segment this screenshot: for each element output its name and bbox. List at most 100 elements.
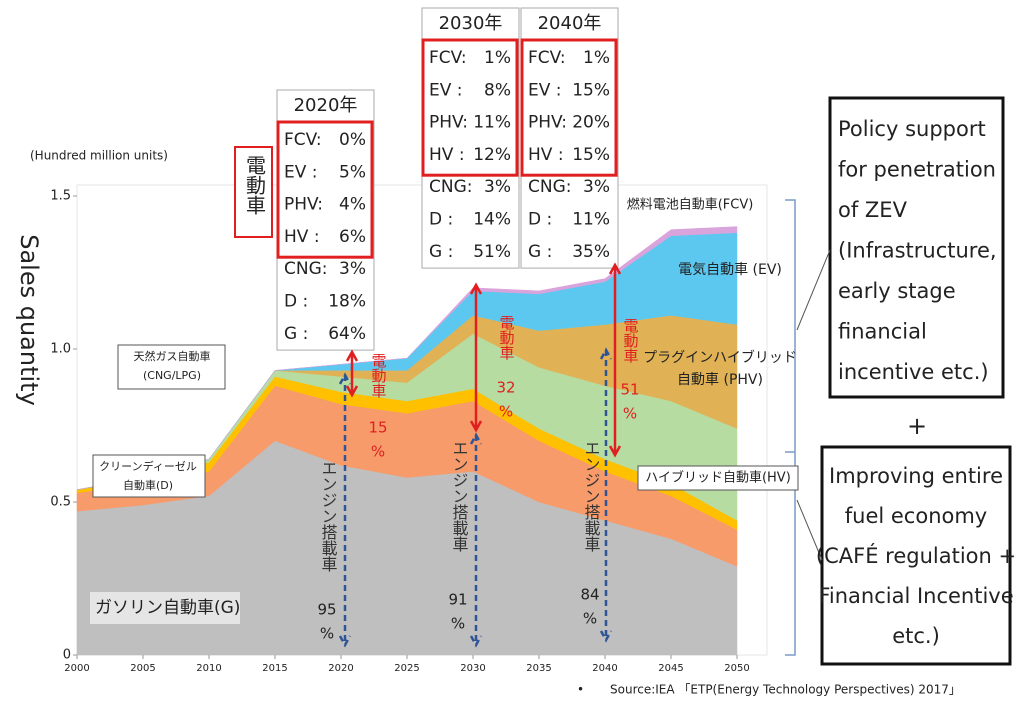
panel-value: 6%	[339, 227, 366, 247]
x-tick-label: 2050	[724, 663, 749, 674]
panel-value: 14%	[473, 210, 511, 230]
y-tick-label: 0.5	[50, 495, 71, 510]
engine-share-label: エンジン搭載車	[582, 440, 601, 552]
panel-key: D :	[429, 210, 453, 230]
panel-value: 3%	[583, 177, 610, 197]
panel-highlight	[276, 120, 374, 259]
bracket	[785, 199, 796, 656]
engine-share: 91	[448, 591, 467, 609]
ev-share: 51	[620, 381, 639, 399]
panel-key: FCV:	[284, 130, 322, 150]
series-label: 自動車(D)	[123, 478, 173, 492]
panel-key: HV :	[284, 227, 320, 247]
x-tick-label: 2040	[592, 663, 617, 674]
panel-key: PHV:	[284, 195, 323, 215]
policy-text: incentive etc.)	[838, 360, 989, 384]
series-label: 燃料電池自動車(FCV)	[627, 197, 754, 213]
x-tick-label: 2030	[460, 663, 485, 674]
ev-tag-box	[234, 146, 273, 238]
ev-share-label: 電動車	[622, 318, 640, 363]
x-tick-label: 2025	[394, 663, 419, 674]
ev-arrow	[345, 349, 359, 398]
x-tick-label: 2000	[64, 663, 89, 674]
panel-value: 35%	[572, 242, 610, 262]
ev-share-unit: %	[623, 405, 637, 423]
x-tick-label: 2020	[328, 663, 353, 674]
unit-label: (Hundred million units)	[30, 149, 168, 163]
panel-value: 15%	[572, 80, 610, 100]
ev-share-label: 電動車	[498, 315, 516, 360]
panel-value: 64%	[328, 324, 366, 344]
panel-key: G :	[284, 324, 308, 344]
panel-title: 2040年	[538, 13, 602, 34]
engine-arrow	[469, 432, 483, 648]
policy-box	[828, 96, 1005, 399]
panel-key: G :	[429, 242, 453, 262]
series-label: (CNG/LPG)	[143, 369, 201, 382]
panel-key: EV :	[528, 80, 562, 100]
ev-arrow	[608, 262, 622, 458]
panel-key: G :	[528, 242, 552, 262]
panel-value: 20%	[572, 113, 610, 133]
label-box	[117, 344, 226, 390]
engine-share: 95	[317, 601, 336, 619]
connector	[796, 249, 831, 561]
engine-arrow	[599, 347, 613, 643]
panel-key: CNG:	[528, 177, 572, 197]
panel-value: 51%	[473, 242, 511, 262]
policy-text: (Infrastructure,	[838, 239, 997, 263]
engine-share-label: エンジン搭載車	[450, 440, 469, 552]
ev-share-unit: %	[371, 443, 385, 461]
panel-value: 0%	[339, 130, 366, 150]
economy-text: fuel economy	[845, 504, 988, 528]
panel-title: 2030年	[439, 13, 503, 34]
y-tick-label: 0	[63, 648, 71, 663]
series-label: 自動車 (PHV)	[677, 371, 763, 388]
ev-tag: 電動車	[243, 155, 267, 215]
panel-key: HV :	[429, 145, 465, 165]
y-tick-label: 1.5	[50, 189, 71, 204]
panel-highlight	[520, 38, 618, 177]
panel-value: 1%	[583, 48, 610, 68]
panel-value: 18%	[328, 292, 366, 312]
label-box	[90, 592, 240, 624]
panel-key: FCV:	[429, 48, 467, 68]
series-label: ガソリン自動車(G)	[95, 598, 240, 618]
panel-value: 11%	[473, 113, 511, 133]
ev-share: 32	[496, 379, 515, 397]
engine-arrow	[338, 372, 352, 648]
area	[76, 226, 738, 491]
economy-text: Financial Incentive	[818, 584, 1013, 608]
panel-box	[520, 7, 619, 269]
series-label: プラグインハイブリッド	[643, 349, 797, 366]
panel-value: 5%	[339, 162, 366, 182]
x-tick-label: 2035	[526, 663, 551, 674]
x-tick-label: 2010	[196, 663, 221, 674]
engine-share-label: エンジン搭載車	[319, 460, 338, 572]
panel-key: D :	[528, 210, 552, 230]
panel-value: 15%	[572, 145, 610, 165]
economy-text: etc.)	[892, 624, 940, 648]
panel-key: PHV:	[528, 113, 567, 133]
engine-share-unit: %	[583, 610, 597, 628]
panel-value: 1%	[484, 48, 511, 68]
panel-value: 11%	[572, 210, 610, 230]
source-bullet: •	[577, 683, 584, 697]
panel-value: 3%	[339, 259, 366, 279]
series-label: 電気自動車 (EV)	[678, 261, 782, 278]
x-tick-label: 2005	[130, 663, 155, 674]
panel-highlight	[421, 38, 519, 177]
panel-key: CNG:	[284, 259, 328, 279]
panel-key: EV :	[429, 80, 463, 100]
ev-share-label: 電動車	[370, 353, 388, 398]
panel-value: 3%	[484, 177, 511, 197]
y-tick-label: 1.0	[50, 342, 71, 357]
source: Source:IEA 「ETP(Energy Technology Perspe…	[610, 683, 961, 697]
economy-text: (CAFÉ regulation +	[816, 543, 1015, 568]
policy-text: of ZEV	[838, 198, 908, 222]
plus-sign: +	[907, 412, 927, 440]
engine-share: 84	[580, 586, 599, 604]
ev-share-unit: %	[499, 403, 513, 421]
series-label: クリーンディーゼル	[99, 459, 197, 473]
